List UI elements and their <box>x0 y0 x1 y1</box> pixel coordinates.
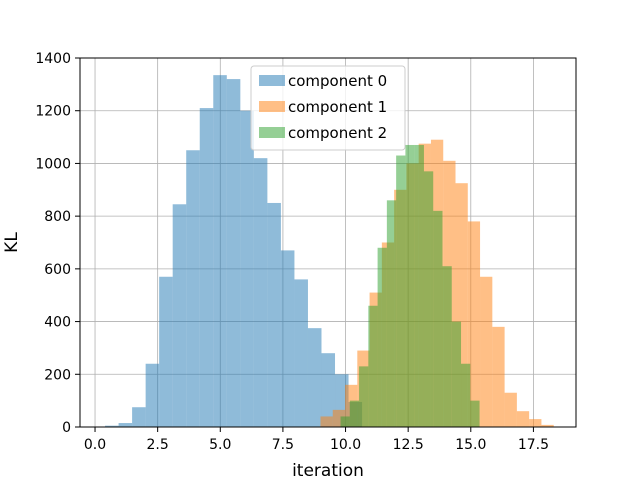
legend-swatch <box>259 101 285 112</box>
legend-label: component 0 <box>288 72 387 90</box>
histogram-bar <box>213 75 227 427</box>
axis-ticks: 0.0 2.5 5.0 7.5 10.0 12.5 15.0 17.5 0 200 400 600 80… <box>35 51 549 453</box>
histogram-bar <box>118 423 133 427</box>
y-tick-label: 1000 <box>35 156 71 172</box>
histogram-bar <box>320 416 333 427</box>
y-tick-label: 800 <box>44 209 71 225</box>
histogram-bar <box>280 250 295 427</box>
series-0-bars <box>105 75 363 427</box>
x-tick-label: 2.5 <box>147 437 169 453</box>
histogram-bar <box>396 155 406 427</box>
x-axis-label: iteration <box>292 461 364 480</box>
legend: component 0 component 1 component 2 <box>250 65 406 151</box>
histogram-bar <box>199 108 214 427</box>
histogram-bar <box>368 305 378 427</box>
histogram-bar <box>340 416 350 427</box>
histogram-bar <box>492 326 505 427</box>
histogram-bar <box>132 407 146 427</box>
legend-swatch <box>259 127 285 138</box>
histogram-bar <box>386 200 397 427</box>
histogram-bars <box>105 75 554 428</box>
histogram-bar <box>349 400 360 427</box>
histogram-bar <box>105 425 119 427</box>
x-tick-label: 17.5 <box>518 437 549 453</box>
histogram-bar <box>172 204 187 427</box>
histogram-bar <box>377 247 387 427</box>
histogram-bar <box>240 110 254 427</box>
plot-area-frame <box>79 57 577 428</box>
histogram-bar <box>442 266 452 427</box>
histogram-bar <box>294 279 308 427</box>
histogram-bar <box>480 276 493 427</box>
histogram-bar <box>423 171 434 427</box>
histogram-bar <box>504 392 517 427</box>
histogram-bar <box>145 363 160 427</box>
histogram-bar <box>226 79 241 427</box>
y-tick-label: 400 <box>44 315 71 331</box>
histogram-bar <box>516 411 530 427</box>
histogram-bar <box>321 353 336 427</box>
histogram-bar <box>253 158 268 427</box>
histogram-bar <box>461 363 471 427</box>
histogram-bar <box>307 328 322 427</box>
legend-swatch <box>259 75 285 86</box>
x-tick-label: 5.0 <box>209 437 231 453</box>
histogram-bar <box>186 150 200 427</box>
histogram-bar <box>467 221 481 427</box>
histogram-bar <box>529 419 542 427</box>
y-tick-label: 600 <box>44 262 71 278</box>
x-tick-label: 15.0 <box>455 437 486 453</box>
histogram-bar <box>267 202 281 427</box>
legend-label: component 2 <box>288 124 387 142</box>
x-tick-label: 10.0 <box>330 437 361 453</box>
y-axis-label: KL <box>2 232 22 253</box>
legend-label: component 1 <box>288 98 387 116</box>
y-tick-label: 200 <box>44 367 71 383</box>
x-tick-label: 12.5 <box>393 437 424 453</box>
series-2-bars <box>340 144 480 427</box>
histogram-bar <box>414 144 424 427</box>
x-tick-label: 7.5 <box>272 437 294 453</box>
histogram-bar <box>359 366 369 427</box>
histogram-bar <box>451 321 462 427</box>
x-tick-label: 0.0 <box>84 437 106 453</box>
y-tick-label: 1400 <box>35 51 71 67</box>
y-tick-label: 1200 <box>35 104 71 120</box>
histogram-bar <box>433 210 443 427</box>
histogram-bar <box>541 424 554 427</box>
legend-box <box>250 65 406 151</box>
histogram-bar <box>470 400 480 427</box>
histogram-bar <box>405 144 415 427</box>
histogram-bar <box>159 276 173 427</box>
y-tick-label: 0 <box>62 420 71 436</box>
